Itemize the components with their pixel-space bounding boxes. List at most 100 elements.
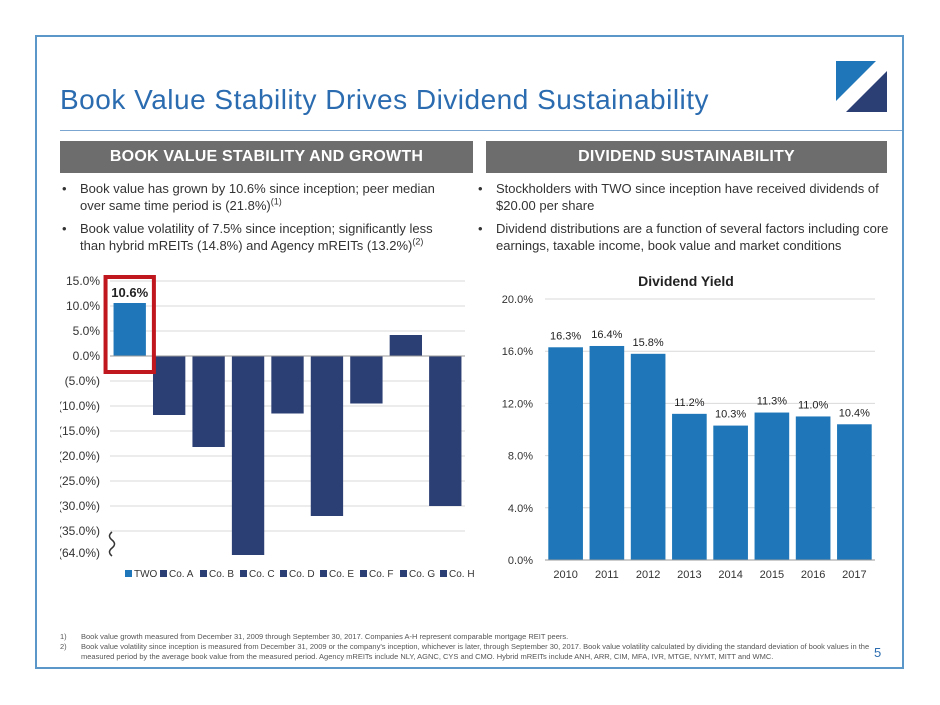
footnote: 1) Book value growth measured from Decemb… (60, 632, 875, 642)
bar-2016 (795, 416, 831, 560)
legend-label: Co. C (249, 569, 275, 580)
data-label: 11.3% (757, 396, 788, 408)
bar-2010 (548, 347, 583, 560)
bar-co-a (152, 356, 186, 415)
bullet-item: • Book value volatility of 7.5% since inc… (62, 221, 433, 253)
bar-2017 (837, 424, 872, 560)
bar-co-e (310, 356, 344, 516)
legend-swatch (240, 570, 247, 577)
x-tick-label: 2013 (677, 569, 701, 581)
bullet-item: • Book value has grown by 10.6% since inc… (62, 181, 435, 213)
y-tick-label: (20.0%) (60, 449, 100, 463)
y-tick-label: 15.0% (66, 274, 100, 288)
x-tick-label: 2012 (636, 569, 660, 581)
y-tick-label: 20.0% (502, 294, 533, 306)
bullet-item: • Dividend distributions are a function o… (478, 221, 889, 253)
data-label: 10.6% (111, 285, 148, 300)
legend-label: TWO (134, 569, 158, 580)
y-tick-label: (35.0%) (60, 524, 100, 538)
bullet-text: Dividend distributions are a function of… (496, 221, 889, 253)
left-bullet-list: • Book value has grown by 10.6% since inc… (60, 180, 460, 260)
y-tick-label: 8.0% (508, 451, 533, 463)
y-tick-label: (30.0%) (60, 499, 100, 513)
bar-co-d (271, 356, 304, 414)
left-section-header: BOOK VALUE STABILITY AND GROWTH (60, 141, 473, 173)
right-section-header: DIVIDEND SUSTAINABILITY (486, 141, 887, 173)
footnotes: 1) Book value growth measured from Decemb… (60, 632, 875, 662)
y-tick-label: (5.0%) (65, 374, 100, 388)
footnote-number: 1) (60, 632, 67, 641)
bar-two (113, 303, 146, 356)
footnote-ref: (2) (412, 236, 424, 247)
data-label: 10.3% (715, 409, 746, 421)
y-tick-label: 10.0% (66, 299, 100, 313)
dividend-yield-chart: Dividend Yield 0.0% 4.0% 8.0% 12.0% 16.0% 20.0… (502, 273, 875, 581)
chart-title: Dividend Yield (638, 273, 734, 289)
y-tick-label: 0.0% (508, 555, 533, 567)
bullet-item: • Stockholders with TWO since inception h… (478, 181, 879, 213)
bar-2014 (713, 425, 748, 560)
legend-label: Co. H (449, 569, 475, 580)
bar-co-b (192, 356, 225, 447)
legend-swatch (400, 570, 407, 577)
data-label: 16.3% (550, 330, 581, 342)
footnote-text: Book value growth measured from December… (81, 632, 569, 641)
bar-co-f (350, 356, 383, 404)
data-label: 11.2% (674, 397, 705, 409)
legend-label: Co. A (169, 569, 194, 580)
bar-co-h (429, 356, 462, 506)
y-tick-label: (10.0%) (60, 399, 100, 413)
x-tick-label: 2010 (553, 569, 577, 581)
company-logo (836, 61, 887, 112)
legend-swatch (160, 570, 167, 577)
bar-co-c (231, 356, 265, 555)
legend-swatch (440, 570, 447, 577)
highlight-box (103, 275, 156, 374)
bar-co-g (389, 335, 423, 356)
x-tick-label: 2016 (801, 569, 825, 581)
data-label: 11.0% (798, 399, 829, 411)
bullet-text: Stockholders with TWO since inception ha… (496, 181, 879, 213)
data-label: 16.4% (591, 329, 622, 341)
footnote-text: Book value volatility since inception is… (81, 642, 870, 661)
bullet-text: Book value volatility of 7.5% since ince… (80, 221, 433, 253)
footnote: 2) Book value volatility since inception … (60, 642, 875, 662)
y-tick-label: (64.0%) (60, 546, 100, 560)
y-tick-label: 12.0% (502, 398, 533, 410)
chart-legend: TWO Co. A Co. B Co. C Co. D Co. E Co. F Co. G Co… (125, 569, 475, 580)
bar-2013 (672, 413, 707, 560)
y-tick-label: 16.0% (502, 346, 533, 358)
legend-swatch (280, 570, 287, 577)
x-tick-label: 2017 (842, 569, 866, 581)
legend-swatch (360, 570, 367, 577)
right-bullet-list: • Stockholders with TWO since inception h… (476, 180, 891, 260)
y-tick-label: (15.0%) (60, 424, 100, 438)
footnote-number: 2) (60, 642, 67, 651)
title-divider (60, 130, 902, 131)
legend-label: Co. F (369, 569, 393, 580)
bar-2012 (630, 353, 666, 560)
legend-swatch (125, 570, 132, 577)
book-value-chart: 15.0% 10.0% 5.0% 0.0% (5.0%) (10.0%) (15.0%) (2… (60, 274, 475, 580)
y-tick-label: 4.0% (508, 503, 533, 515)
footnote-ref: (1) (270, 196, 282, 207)
legend-label: Co. B (209, 569, 234, 580)
y-tick-label: 5.0% (73, 324, 101, 338)
legend-label: Co. E (329, 569, 354, 580)
axis-break-icon (108, 531, 116, 557)
y-tick-label: (25.0%) (60, 474, 100, 488)
slide-title: Book Value Stability Drives Dividend Sus… (60, 84, 710, 115)
legend-swatch (320, 570, 327, 577)
bullet-text: Book value has grown by 10.6% since ince… (80, 181, 435, 213)
slide-frame (35, 35, 904, 669)
data-label: 10.4% (839, 407, 870, 419)
data-label: 15.8% (633, 337, 664, 349)
bar-2015 (754, 412, 790, 560)
x-tick-label: 2015 (760, 569, 784, 581)
page-number: 5 (874, 645, 882, 660)
legend-label: Co. G (409, 569, 435, 580)
x-tick-label: 2014 (718, 569, 742, 581)
y-tick-label: 0.0% (73, 349, 101, 363)
x-tick-label: 2011 (595, 569, 619, 581)
legend-label: Co. D (289, 569, 315, 580)
